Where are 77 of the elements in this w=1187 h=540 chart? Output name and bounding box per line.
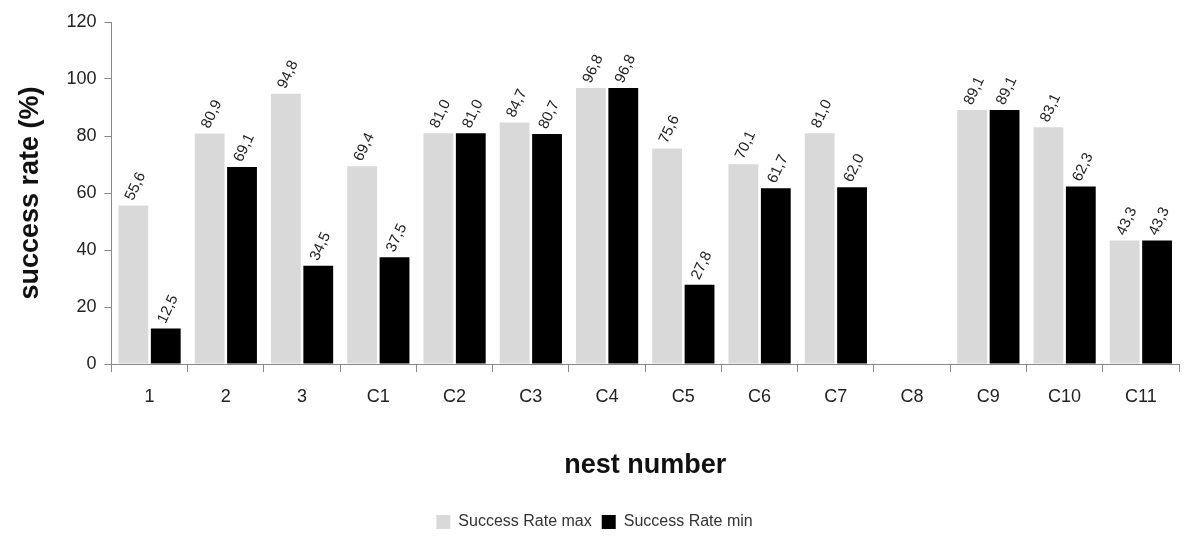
x-tick-label: C10 [1048,385,1082,406]
data-label: 43,3 [1111,204,1140,238]
data-label: 80,7 [534,97,562,132]
bar [150,328,181,364]
bar [532,134,562,364]
data-label: 94,8 [272,57,301,91]
data-label: 62,3 [1067,149,1096,184]
bar [499,122,530,364]
data-label: 55,6 [120,168,149,203]
y-tick-label: 100 [66,67,97,88]
bar [1065,186,1096,364]
y-tick-label: 40 [76,238,97,259]
data-label: 12,5 [152,291,181,326]
data-label: 80,9 [196,96,225,131]
data-label: 89,1 [991,73,1020,108]
bar [957,110,988,364]
x-tick-label: C9 [976,385,1000,406]
bar [194,133,225,364]
x-tick-label: C6 [748,385,772,406]
bar [760,188,791,364]
legend-label: Success Rate min [623,512,753,530]
bar [652,148,683,364]
bar [227,167,257,364]
bar [728,164,759,364]
data-label: 34,5 [305,229,334,263]
bar [303,265,334,364]
data-label: 69,4 [349,129,377,164]
x-tick-label: C3 [519,385,543,406]
y-tick-label: 80 [76,124,97,145]
bar [118,205,149,364]
data-label: 62,0 [839,150,867,185]
y-axis-title: success rate (%) [13,86,44,300]
bar [575,88,606,364]
x-tick-label: C8 [900,385,924,406]
data-label: 81,0 [806,96,835,131]
data-label: 37,5 [381,220,410,255]
x-tick-label: C5 [671,385,695,406]
bar [1142,240,1172,364]
data-label: 96,8 [610,51,639,86]
data-label: 83,1 [1035,90,1064,125]
data-label: 70,1 [730,127,759,162]
x-tick-label: 1 [144,385,155,406]
x-axis-title: nest number [564,449,727,480]
data-label: 84,7 [501,86,530,120]
x-tick-label: 3 [297,385,308,406]
data-label: 61,7 [762,151,791,186]
y-tick-label: 0 [86,352,97,373]
x-tick-label: C1 [366,385,390,406]
data-label: 81,0 [425,96,454,131]
x-tick-label: C11 [1125,385,1157,406]
bar [989,110,1020,364]
legend-label: Success Rate max [458,512,592,530]
data-label: 69,1 [229,130,257,165]
bar [270,93,301,364]
data-label: 96,8 [577,51,606,86]
data-label: 27,8 [686,248,715,282]
x-tick-label: C2 [443,385,467,406]
bar [804,133,835,364]
bar [1033,127,1064,364]
bar [1109,240,1140,364]
bar [379,257,410,364]
data-label: 89,1 [959,73,988,108]
y-tick-label: 60 [76,181,97,202]
y-tick-label: 120 [66,10,97,31]
x-tick-label: C4 [595,385,619,406]
data-label: 43,3 [1144,204,1172,238]
x-tick-label: 2 [220,385,231,406]
y-tick-label: 20 [76,295,97,316]
bar [347,166,378,364]
bar [684,284,715,364]
bar [423,133,454,364]
x-tick-label: C7 [824,385,848,406]
bar [455,133,486,364]
bar [608,88,639,364]
data-label: 75,6 [654,111,683,146]
bar [837,187,867,364]
data-label: 81,0 [457,96,486,131]
